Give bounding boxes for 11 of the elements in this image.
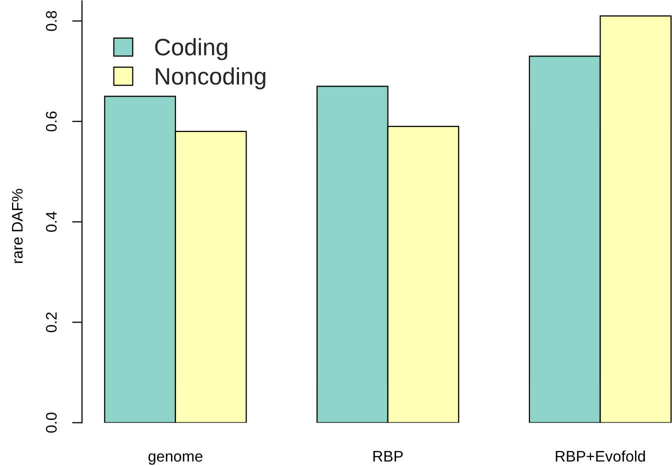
legend-label: Coding <box>155 38 228 60</box>
legend-label: Noncoding <box>156 67 266 90</box>
x-tick-label: RBP <box>373 451 403 462</box>
y-tick-label: 0.8 <box>46 11 57 32</box>
x-tick-label: RBP+Evofold <box>556 450 645 462</box>
y-tick-label: 0.6 <box>46 111 57 132</box>
y-tick-label: 0.4 <box>46 212 57 232</box>
x-tick-label: genome <box>148 453 202 465</box>
y-axis-title: rare DAF% <box>12 188 23 263</box>
y-tick-label: 0.0 <box>46 412 57 433</box>
y-tick-label: 0.2 <box>46 312 57 332</box>
